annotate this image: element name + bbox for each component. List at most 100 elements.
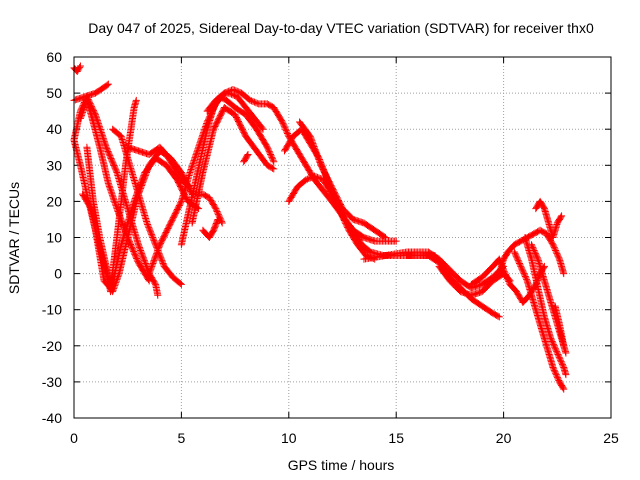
data-point-marker [308, 137, 316, 145]
data-point-marker [521, 271, 529, 279]
data-point-marker [143, 219, 151, 227]
data-point-marker [551, 343, 559, 351]
data-point-marker [554, 374, 562, 382]
data-point-marker [144, 276, 152, 284]
data-point-marker [77, 113, 85, 121]
data-point-marker [190, 158, 198, 166]
data-point-marker [555, 352, 563, 360]
data-point-marker [311, 144, 319, 152]
data-point-marker [268, 164, 276, 172]
y-tick-label: 0 [54, 266, 62, 282]
data-point-marker [315, 174, 323, 182]
data-point-marker [149, 259, 157, 267]
data-point-marker [250, 98, 258, 106]
y-tick-label: -40 [42, 410, 62, 426]
data-point-marker [280, 121, 288, 129]
data-point-marker [282, 125, 290, 133]
data-point-marker [519, 267, 527, 275]
data-point-marker [110, 197, 118, 205]
data-point-marker [278, 118, 286, 126]
data-point-marker [505, 278, 513, 286]
data-point-marker [151, 279, 159, 287]
data-point-marker [560, 385, 568, 393]
data-point-marker [145, 223, 153, 231]
data-point-marker [140, 257, 148, 265]
data-point-marker [552, 248, 560, 256]
data-point-marker [139, 252, 147, 260]
data-point-marker [110, 196, 118, 204]
data-point-marker [79, 107, 87, 115]
data-point-marker [284, 130, 292, 138]
data-point-marker [107, 187, 115, 195]
data-point-marker [562, 349, 570, 357]
data-point-marker [529, 245, 537, 253]
data-point-marker [112, 167, 120, 175]
data-point-marker [189, 160, 197, 168]
data-point-marker [139, 173, 147, 181]
data-point-marker [105, 181, 113, 189]
data-point-marker [550, 365, 558, 373]
data-point-marker [259, 125, 267, 133]
data-point-marker [215, 212, 223, 220]
y-tick-label: -20 [42, 338, 62, 354]
data-point-marker [557, 213, 565, 221]
data-point-marker [142, 261, 150, 269]
data-point-marker [137, 179, 145, 187]
x-tick-label: 25 [603, 430, 619, 446]
series-track-1 [70, 62, 84, 75]
data-point-marker [152, 251, 160, 259]
data-point-marker [148, 232, 156, 240]
data-point-marker [307, 134, 315, 142]
data-point-marker [153, 248, 161, 256]
data-point-marker [107, 188, 115, 196]
data-point-marker [137, 248, 145, 256]
data-point-marker [157, 255, 165, 263]
data-point-marker [556, 355, 564, 363]
data-point-marker [151, 254, 159, 262]
data-point-marker [79, 108, 87, 116]
data-point-marker [515, 258, 523, 266]
data-point-marker [154, 291, 162, 299]
data-point-marker [235, 88, 243, 96]
data-point-marker [136, 245, 144, 253]
series-track-8 [109, 125, 185, 288]
data-point-marker [137, 180, 145, 188]
data-point-marker [144, 221, 152, 229]
data-point-marker [519, 268, 527, 276]
series-track-12 [188, 104, 278, 227]
data-point-marker [315, 157, 323, 165]
data-point-marker [523, 275, 531, 283]
data-point-marker [311, 172, 319, 180]
data-point-marker [186, 167, 194, 175]
data-point-marker [158, 258, 166, 266]
data-point-marker [112, 203, 120, 211]
data-point-marker [514, 257, 522, 265]
data-point-marker [191, 155, 199, 163]
data-point-marker [141, 259, 149, 267]
data-point-marker [146, 268, 154, 276]
data-point-marker [214, 215, 222, 223]
data-point-marker [151, 255, 159, 263]
data-point-marker [146, 228, 154, 236]
data-point-marker [558, 359, 566, 367]
data-point-marker [315, 156, 323, 164]
data-point-marker [310, 141, 318, 149]
series-track-23 [495, 226, 568, 278]
data-point-marker [548, 336, 555, 344]
data-point-marker [549, 241, 557, 249]
data-point-marker [503, 273, 511, 281]
data-point-marker [520, 270, 528, 278]
data-point-marker [502, 272, 510, 280]
data-point-marker [549, 363, 557, 371]
data-point-marker [145, 225, 153, 233]
data-point-marker [550, 342, 558, 350]
data-point-marker [314, 153, 322, 161]
data-point-marker [552, 371, 560, 379]
data-point-marker [76, 63, 84, 71]
data-point-marker [152, 252, 160, 260]
data-point-marker [146, 267, 154, 275]
data-point-marker [106, 185, 114, 193]
data-point-marker [108, 190, 116, 198]
data-point-marker [552, 346, 560, 354]
